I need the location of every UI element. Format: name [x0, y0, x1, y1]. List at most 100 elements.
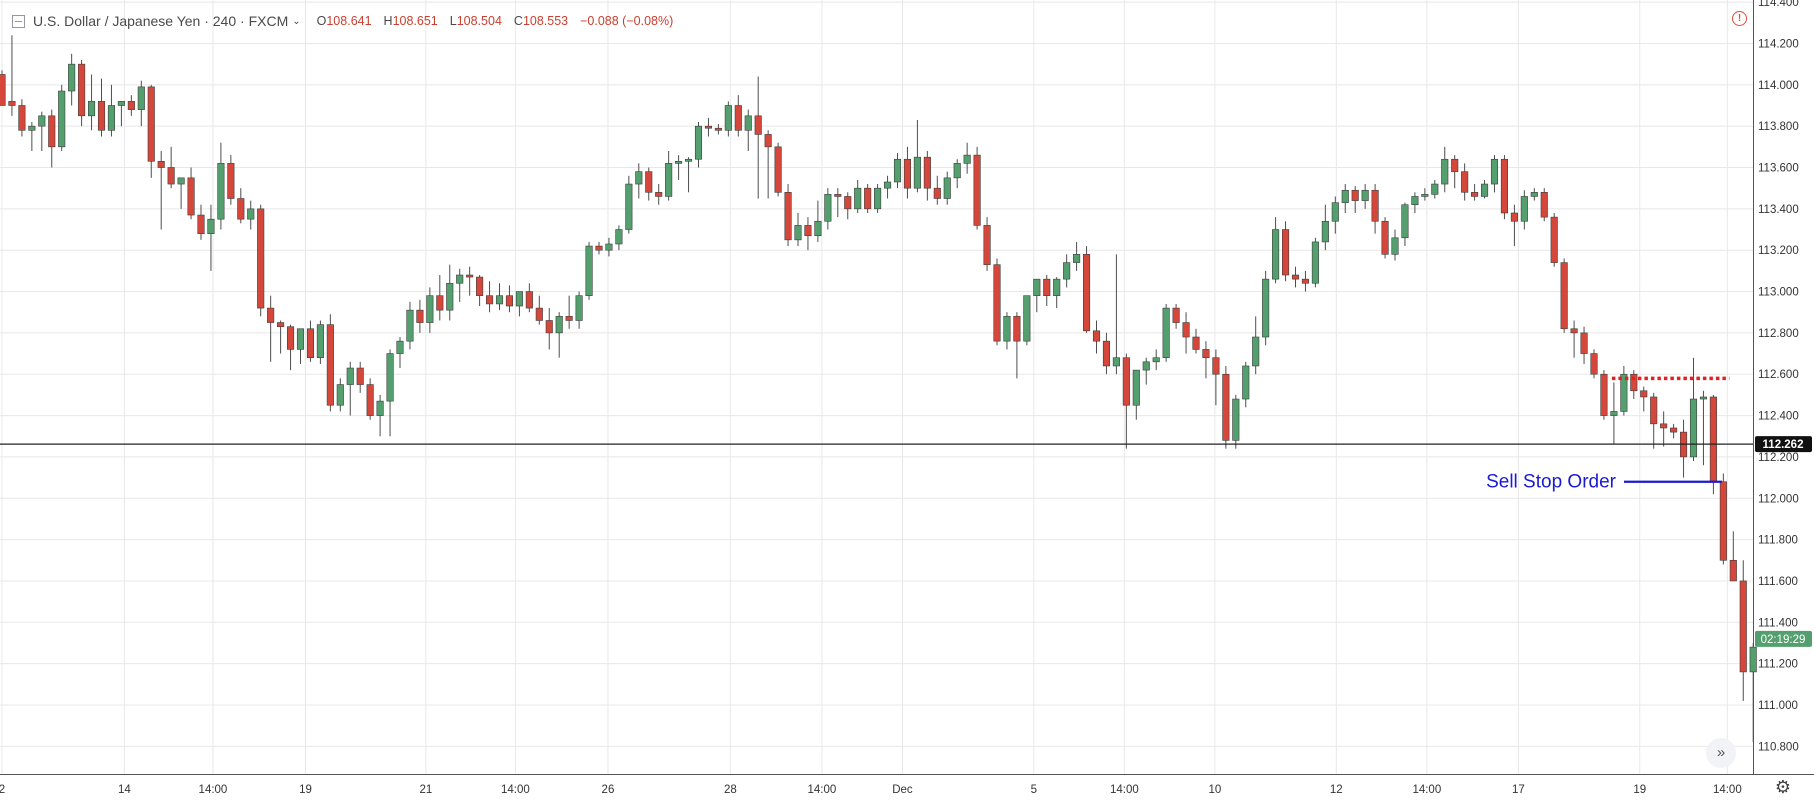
candle-body[interactable] — [237, 198, 245, 220]
candle-body[interactable] — [774, 146, 782, 193]
candle-body[interactable] — [326, 324, 334, 406]
candle-body[interactable] — [97, 101, 106, 131]
candle-body[interactable] — [744, 115, 752, 131]
candle-body[interactable] — [844, 196, 852, 210]
candle-body[interactable] — [58, 90, 66, 148]
candle-body[interactable] — [1570, 328, 1578, 334]
candle-body[interactable] — [764, 134, 772, 148]
candle-body[interactable] — [1520, 196, 1528, 222]
candle-body[interactable] — [1600, 373, 1608, 416]
candle-body[interactable] — [714, 127, 722, 131]
candle-body[interactable] — [1431, 183, 1439, 195]
candle-body[interactable] — [1590, 353, 1598, 375]
candle-body[interactable] — [545, 320, 553, 334]
candle-body[interactable] — [1580, 332, 1588, 354]
candle-body[interactable] — [794, 225, 802, 241]
candle-body[interactable] — [1202, 349, 1210, 358]
candle-body[interactable] — [476, 276, 484, 296]
candle-body[interactable] — [306, 328, 315, 358]
candle-body[interactable] — [88, 101, 96, 117]
candle-body[interactable] — [565, 316, 573, 321]
candle-body[interactable] — [734, 105, 742, 131]
candle-body[interactable] — [1102, 340, 1110, 367]
candle-body[interactable] — [1729, 559, 1737, 582]
candle-body[interactable] — [824, 194, 832, 222]
candle-body[interactable] — [436, 295, 444, 311]
candle-body[interactable] — [167, 167, 175, 185]
candle-body[interactable] — [416, 309, 424, 323]
candle-body[interactable] — [903, 158, 912, 189]
candle-body[interactable] — [1301, 278, 1309, 284]
candle-body[interactable] — [704, 125, 713, 129]
candle-body[interactable] — [177, 177, 185, 185]
alert-icon[interactable]: ! — [1732, 11, 1747, 26]
candle-body[interactable] — [277, 322, 285, 327]
candle-body[interactable] — [913, 156, 921, 189]
candle-body[interactable] — [635, 171, 643, 185]
candle-body[interactable] — [1272, 229, 1280, 280]
scroll-to-realtime-icon[interactable]: » — [1706, 738, 1736, 768]
candle-body[interactable] — [963, 154, 971, 164]
candle-body[interactable] — [1699, 396, 1707, 400]
candle-body[interactable] — [78, 63, 86, 117]
candle-body[interactable] — [515, 291, 523, 307]
candle-body[interactable] — [1053, 278, 1061, 296]
candle-body[interactable] — [1162, 307, 1170, 358]
candle-body[interactable] — [1461, 171, 1469, 193]
candle-body[interactable] — [1152, 357, 1160, 363]
candle-body[interactable] — [346, 367, 354, 385]
candle-body[interactable] — [366, 384, 374, 416]
candle-body[interactable] — [1391, 237, 1399, 255]
candle-body[interactable] — [18, 105, 26, 131]
gear-icon[interactable]: ⚙ — [1774, 777, 1792, 797]
candle-body[interactable] — [1013, 316, 1021, 342]
candle-body[interactable] — [1451, 158, 1459, 172]
candle-body[interactable] — [814, 220, 822, 237]
candle-body[interactable] — [655, 192, 663, 197]
candle-body[interactable] — [1262, 278, 1270, 338]
candle-body[interactable] — [1361, 189, 1369, 201]
candle-body[interactable] — [48, 115, 56, 148]
candle-body[interactable] — [645, 171, 653, 193]
candle-body[interactable] — [1291, 274, 1300, 280]
candle-body[interactable] — [336, 384, 344, 406]
candle-body[interactable] — [993, 264, 1001, 342]
candle-body[interactable] — [1490, 158, 1499, 185]
candle-body[interactable] — [1650, 396, 1658, 425]
candle-body[interactable] — [147, 86, 155, 162]
candle-body[interactable] — [555, 316, 563, 334]
candle-body[interactable] — [247, 208, 255, 220]
candle-body[interactable] — [525, 291, 533, 309]
candle-body[interactable] — [625, 183, 633, 230]
candle-body[interactable] — [784, 192, 792, 241]
candle-body[interactable] — [923, 156, 931, 189]
candle-body[interactable] — [535, 307, 543, 321]
candle-body[interactable] — [1083, 254, 1091, 332]
candle-body[interactable] — [1540, 192, 1548, 218]
candle-body[interactable] — [1401, 204, 1409, 239]
candle-body[interactable] — [1421, 194, 1429, 197]
candle-body[interactable] — [973, 154, 981, 226]
candle-body[interactable] — [1341, 189, 1349, 203]
candle-body[interactable] — [217, 163, 225, 220]
candle-body[interactable] — [1371, 189, 1379, 222]
candle-body[interactable] — [1321, 220, 1329, 243]
candle-body[interactable] — [665, 163, 673, 197]
candle-body[interactable] — [1063, 262, 1071, 280]
candle-body[interactable] — [1471, 192, 1479, 197]
candle-body[interactable] — [446, 282, 454, 311]
candle-body[interactable] — [874, 187, 882, 210]
candle-body[interactable] — [1073, 254, 1081, 263]
candle-body[interactable] — [1192, 336, 1200, 350]
candle-body[interactable] — [1182, 322, 1190, 338]
candle-body[interactable] — [1142, 361, 1150, 371]
candle-body[interactable] — [854, 187, 862, 210]
candle-body[interactable] — [1500, 158, 1508, 214]
candle-body[interactable] — [1709, 396, 1717, 483]
candle-body[interactable] — [1043, 278, 1051, 296]
candle-body[interactable] — [953, 163, 961, 179]
candle-body[interactable] — [1441, 158, 1449, 185]
candle-body[interactable] — [356, 367, 364, 385]
